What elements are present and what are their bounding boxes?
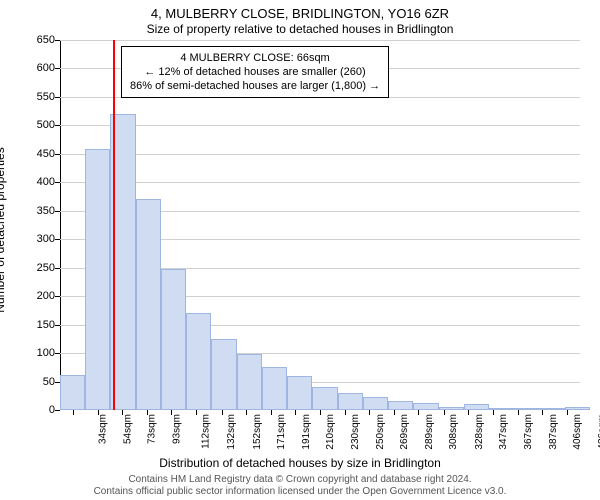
footer-line-2: Contains official public sector informat…: [94, 486, 507, 497]
annotation-line-2: ← 12% of detached houses are smaller (26…: [130, 65, 380, 79]
x-ticks-area: 34sqm 54sqm 73sqm 93sqm 112sqm 132sqm 152sqm 17…: [60, 410, 580, 460]
x-tick-label: 230sqm: [350, 414, 361, 450]
x-tick-label: 289sqm: [425, 414, 436, 450]
x-tick-label: 54sqm: [122, 414, 133, 444]
x-tick-mark: [418, 410, 419, 415]
x-tick-mark: [542, 410, 543, 415]
histogram-bar: [388, 401, 413, 410]
x-tick-label: 191sqm: [301, 414, 312, 450]
y-axis-label: Number of detached properties: [0, 147, 7, 312]
marker-line: [113, 40, 115, 410]
chart-title: 4, MULBERRY CLOSE, BRIDLINGTON, YO16 6ZR: [0, 6, 600, 22]
y-tick-mark: [55, 353, 60, 354]
x-tick-label: 73sqm: [146, 414, 157, 444]
x-tick-mark: [444, 410, 445, 415]
x-tick-mark: [196, 410, 197, 415]
x-tick-mark: [246, 410, 247, 415]
histogram-bar: [363, 397, 388, 410]
x-tick-mark: [493, 410, 494, 415]
histogram-bar: [237, 354, 262, 410]
x-tick-label: 152sqm: [252, 414, 263, 450]
histogram-bar: [211, 339, 236, 410]
plot-area: 0501001502002503003504004505005506006504…: [60, 40, 580, 410]
histogram-bar: [136, 199, 161, 410]
histogram-bar: [338, 393, 363, 410]
y-tick-mark: [55, 211, 60, 212]
annotation-line-1: 4 MULBERRY CLOSE: 66sqm: [130, 51, 380, 65]
x-axis-title: Distribution of detached houses by size …: [0, 456, 600, 470]
y-tick-mark: [55, 239, 60, 240]
y-tick-mark: [55, 268, 60, 269]
x-tick-mark: [369, 410, 370, 415]
x-tick-mark: [394, 410, 395, 415]
x-tick-label: 250sqm: [375, 414, 386, 450]
y-tick-mark: [55, 97, 60, 98]
x-tick-label: 387sqm: [548, 414, 559, 450]
annotation-line-3: 86% of semi-detached houses are larger (…: [130, 79, 380, 93]
grid-line: [60, 154, 580, 155]
histogram-bar: [262, 367, 287, 410]
y-tick-mark: [55, 68, 60, 69]
x-tick-label: 112sqm: [200, 414, 211, 449]
x-tick-mark: [271, 410, 272, 415]
grid-line: [60, 40, 580, 41]
x-tick-mark: [468, 410, 469, 415]
footer-line-1: Contains HM Land Registry data © Crown c…: [128, 474, 471, 485]
x-tick-mark: [295, 410, 296, 415]
footer-credits: Contains HM Land Registry data © Crown c…: [0, 474, 600, 498]
grid-line: [60, 125, 580, 126]
x-tick-mark: [518, 410, 519, 415]
annotation-box: 4 MULBERRY CLOSE: 66sqm← 12% of detached…: [121, 46, 389, 98]
x-tick-mark: [345, 410, 346, 415]
y-tick-mark: [55, 325, 60, 326]
y-tick-mark: [55, 296, 60, 297]
x-tick-mark: [73, 410, 74, 415]
x-tick-label: 347sqm: [498, 414, 509, 450]
grid-line: [60, 182, 580, 183]
histogram-bar: [161, 269, 186, 410]
x-tick-label: 210sqm: [325, 414, 336, 450]
x-tick-label: 132sqm: [226, 414, 237, 450]
y-tick-mark: [55, 182, 60, 183]
y-tick-mark: [55, 125, 60, 126]
x-tick-label: 93sqm: [172, 414, 183, 444]
x-tick-label: 269sqm: [399, 414, 410, 450]
y-tick-mark: [55, 40, 60, 41]
x-tick-label: 328sqm: [474, 414, 485, 450]
histogram-bar: [287, 376, 312, 410]
chart-subtitle: Size of property relative to detached ho…: [0, 22, 600, 36]
histogram-bar: [312, 387, 337, 410]
x-tick-label: 171sqm: [276, 414, 287, 450]
histogram-bar: [60, 375, 85, 410]
x-tick-mark: [222, 410, 223, 415]
x-tick-label: 34sqm: [97, 414, 108, 444]
y-tick-mark: [55, 154, 60, 155]
x-tick-label: 308sqm: [449, 414, 460, 450]
x-tick-mark: [320, 410, 321, 415]
chart-container: 4, MULBERRY CLOSE, BRIDLINGTON, YO16 6ZR…: [0, 0, 600, 500]
x-tick-mark: [171, 410, 172, 415]
x-tick-label: 367sqm: [523, 414, 534, 450]
x-tick-mark: [122, 410, 123, 415]
histogram-bar: [186, 313, 211, 410]
x-tick-label: 406sqm: [572, 414, 583, 450]
x-tick-mark: [147, 410, 148, 415]
x-tick-mark: [567, 410, 568, 415]
histogram-bar: [85, 149, 110, 410]
histogram-bar: [413, 403, 438, 410]
x-tick-mark: [98, 410, 99, 415]
